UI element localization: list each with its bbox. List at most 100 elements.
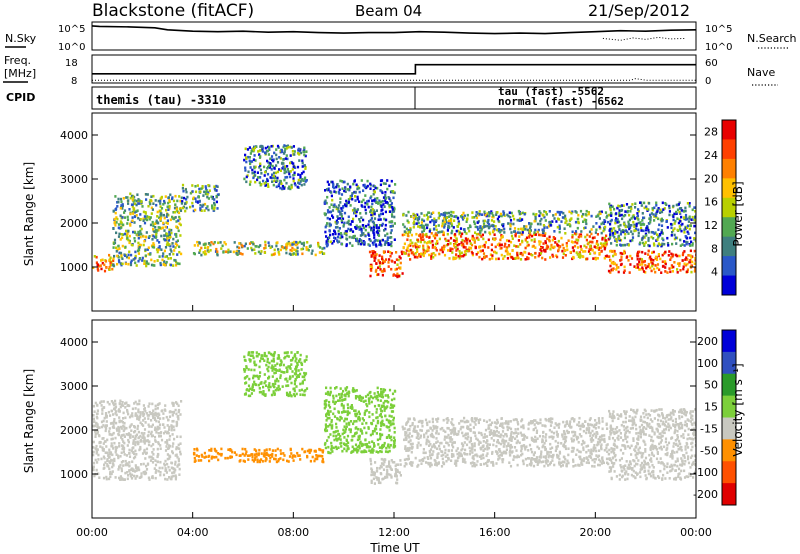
velocity-cell	[353, 420, 356, 423]
power-cell	[574, 230, 578, 233]
power-cell	[448, 219, 451, 223]
power-cell	[379, 179, 383, 183]
power-cell	[577, 213, 580, 217]
velocity-cell	[180, 400, 183, 403]
power-cell	[675, 210, 678, 214]
power-cell	[175, 225, 178, 228]
power-cell	[406, 238, 409, 241]
power-cell	[525, 225, 528, 228]
velocity-cell	[354, 409, 357, 412]
velocity-cell	[153, 467, 156, 470]
velocity-cell	[249, 354, 252, 357]
power-cell	[253, 170, 256, 174]
power-cell	[163, 216, 166, 220]
power-cell	[491, 212, 494, 215]
power-cell	[587, 241, 590, 245]
velocity-cell	[349, 430, 352, 434]
power-cell	[368, 244, 371, 247]
power-cell	[292, 177, 295, 180]
power-cell	[134, 254, 137, 258]
velocity-cell	[382, 388, 385, 391]
power-cell	[616, 266, 619, 269]
velocity-cell	[150, 425, 153, 428]
velocity-cell	[251, 388, 254, 392]
power-cell	[166, 213, 169, 216]
power-cell	[596, 233, 599, 236]
power-cell	[607, 269, 611, 273]
power-cell	[343, 180, 346, 184]
velocity-cell	[291, 358, 294, 362]
power-cell	[661, 260, 664, 263]
power-cell	[200, 187, 203, 190]
velocity-cell	[174, 474, 177, 477]
velocity-cell	[267, 386, 270, 389]
power-cell	[211, 206, 214, 210]
power-cell	[596, 257, 599, 260]
velocity-cell	[296, 363, 299, 366]
power-cell	[478, 245, 481, 249]
power-cell	[389, 254, 392, 258]
velocity-cell	[265, 451, 268, 455]
velocity-cell	[308, 451, 311, 454]
power-cell	[152, 263, 155, 267]
power-cell	[248, 183, 252, 186]
power-cell	[633, 265, 636, 268]
velocity-cell	[115, 453, 118, 456]
power-cell	[641, 267, 644, 271]
power-cell	[121, 203, 124, 206]
velocity-cell	[253, 448, 256, 451]
power-cell	[373, 199, 376, 202]
power-cell	[259, 155, 262, 158]
velocity-cell	[155, 412, 158, 416]
power-cell	[213, 185, 216, 188]
power-cell	[479, 226, 482, 230]
power-cell	[505, 239, 509, 242]
power-cell	[387, 243, 390, 247]
power-cell	[423, 251, 427, 255]
power-cell	[647, 249, 650, 253]
power-cell	[305, 150, 308, 153]
power-cell	[460, 235, 463, 238]
power-cell	[507, 244, 511, 247]
power-cell	[524, 246, 527, 250]
velocity-cell	[363, 450, 366, 453]
velocity-cell	[262, 454, 265, 457]
power-cell	[620, 208, 624, 212]
power-cell	[329, 240, 332, 244]
velocity-cell	[271, 375, 274, 378]
power-cell	[169, 257, 172, 260]
velocity-cell	[121, 438, 124, 441]
power-cell	[126, 232, 129, 236]
velocity-cell	[367, 397, 370, 400]
power-cell	[406, 246, 409, 250]
power-cell	[129, 224, 132, 227]
velocity-cell	[342, 428, 345, 432]
power-cell	[636, 214, 639, 218]
velocity-cell	[295, 365, 299, 368]
power-cell	[502, 213, 505, 216]
power-cell	[182, 189, 185, 193]
power-cell	[328, 206, 331, 209]
power-cell	[675, 212, 678, 215]
power-cell	[630, 207, 633, 210]
velocity-cell	[333, 438, 336, 442]
power-cell	[647, 208, 650, 211]
velocity-cell	[117, 432, 120, 436]
velocity-cell	[194, 459, 197, 463]
velocity-cell	[128, 451, 131, 455]
power-cell	[672, 204, 675, 208]
velocity-cell	[167, 465, 170, 469]
power-cell	[178, 262, 181, 266]
velocity-cell	[387, 420, 390, 424]
power-cell	[118, 251, 121, 255]
power-cell	[204, 242, 207, 246]
power-cell	[326, 222, 329, 225]
power-cell	[633, 223, 636, 227]
velocity-cell	[114, 402, 117, 406]
power-cell	[292, 252, 295, 255]
power-cell	[208, 242, 211, 245]
velocity-cell	[388, 460, 391, 463]
power-cell	[691, 208, 694, 212]
velocity-cell	[255, 449, 258, 452]
velocity-cell	[340, 392, 343, 396]
